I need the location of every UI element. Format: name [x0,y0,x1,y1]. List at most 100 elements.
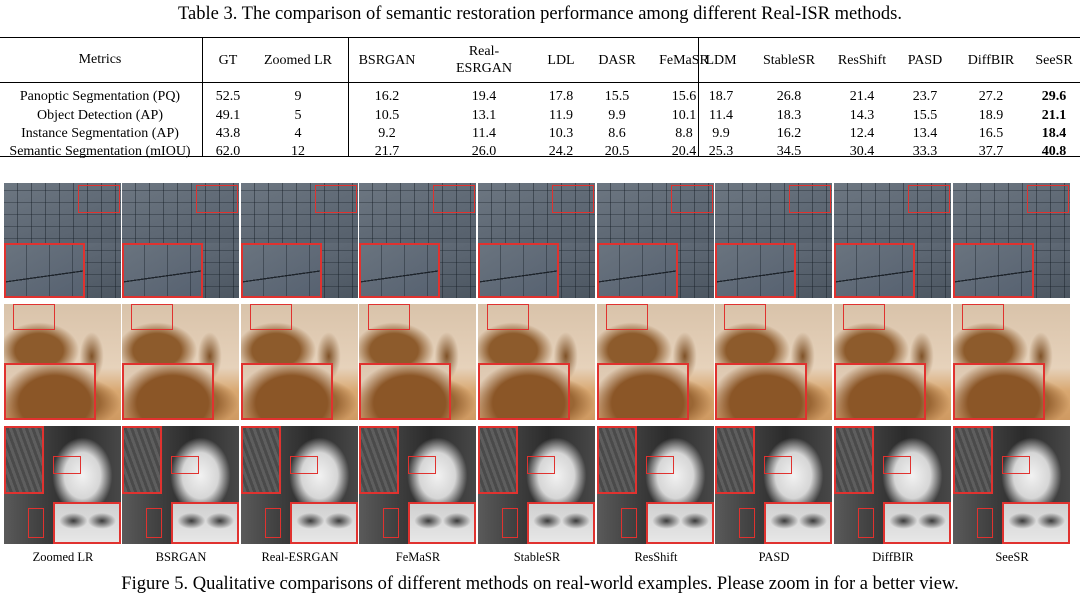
zoom-highlight-box [834,363,926,420]
table-cell: 4 [294,126,302,141]
table-cell: 12 [291,144,305,159]
table-cell: 21.7 [374,144,400,159]
zoom-highlight-box [646,502,714,544]
table-cell: 27.2 [978,89,1004,104]
table-cell: 52.5 [215,89,241,104]
bark-zoom-inset [478,426,518,494]
facade-zoom-region [122,243,239,298]
zoom-highlight-box [1002,456,1030,474]
table-cell: 9.2 [378,126,396,141]
facade-zoom-region [597,243,714,298]
table-cell: 16.2 [776,126,802,141]
zoom-highlight-box [265,508,281,538]
zoom-highlight-box [359,243,440,298]
camel-sample [834,304,951,420]
camel-sample [715,304,832,420]
zoom-highlight-box [4,243,85,298]
zoom-highlight-box [597,363,689,420]
facade-zoom-region [4,243,121,298]
table-header-cell: DASR [598,53,636,68]
table-header-cell: ResShift [837,53,887,68]
table-header-cell: GT [218,53,238,68]
zoom-highlight-box [724,304,766,330]
face-zoom-inset [290,502,358,544]
zoom-highlight-box [953,426,993,494]
camel-zoom-inset [715,363,807,420]
zoom-highlight-box [671,185,713,213]
camel-zoom-inset [4,363,96,420]
table-cell: 10.1 [671,108,697,123]
method-label: BSRGAN [155,550,207,564]
table-cell: 20.4 [671,144,697,159]
facade-zoom-region [478,243,595,298]
table-header-metrics: Metrics [78,52,122,67]
table-cell: 15.6 [671,89,697,104]
zoom-highlight-box [953,363,1045,420]
table-header-cell: Zoomed LR [263,53,333,68]
zoom-highlight-box [13,304,55,330]
zoom-highlight-box [53,502,121,544]
table-cell: 19.4 [471,89,497,104]
zoom-highlight-box [368,304,410,330]
table-header-cell: Real- ESRGAN [455,44,512,76]
facade-zoom-inset [478,243,558,298]
zoom-highlight-box [408,502,476,544]
zoom-highlight-box [241,363,333,420]
table-cell: 18.9 [978,108,1004,123]
method-label: PASD [758,550,790,564]
table-cell: 10.5 [374,108,400,123]
table-cell: 21.1 [1041,108,1067,123]
bark-zoom-inset [359,426,399,494]
zoom-highlight-box [597,426,637,494]
table-row-metric: Panoptic Segmentation (PQ) [19,89,181,104]
facade-zoom-inset [241,243,321,298]
portrait-sample [122,426,239,544]
facade-zoom-inset [4,243,84,298]
table-cell: 40.8 [1041,144,1067,159]
table-header-cell: StableSR [762,53,816,68]
camel-zoom-inset [834,363,926,420]
zoom-highlight-box [715,363,807,420]
zoom-highlight-box [122,243,203,298]
camel-sample [359,304,476,420]
table-cell: 9.9 [712,126,730,141]
zoom-highlight-box [433,185,475,213]
table-cell: 15.5 [912,108,938,123]
table-cell: 11.9 [549,108,573,123]
face-zoom-inset [408,502,476,544]
table-cell: 18.4 [1041,126,1067,141]
face-zoom-inset [646,502,714,544]
zoom-highlight-box [122,426,162,494]
camel-zoom-inset [597,363,689,420]
table-row-metric: Object Detection (AP) [37,108,163,123]
zoom-highlight-box [621,508,637,538]
table-cell: 13.1 [471,108,497,123]
zoom-highlight-box [715,426,755,494]
table-cell: 9.9 [608,108,626,123]
method-label: ResShift [634,550,678,564]
table-cell: 9 [294,89,302,104]
zoom-highlight-box [146,508,162,538]
table-cell: 11.4 [472,126,496,141]
zoom-highlight-box [597,243,678,298]
zoom-highlight-box [764,456,792,474]
camel-zoom-inset [122,363,214,420]
zoom-highlight-box [953,243,1034,298]
bark-zoom-inset [241,426,281,494]
zoom-highlight-box [478,363,570,420]
camel-sample [122,304,239,420]
camel-sample [241,304,358,420]
zoom-highlight-box [977,508,993,538]
table-column-divider [202,37,203,156]
table-cell: 11.4 [709,108,733,123]
portrait-sample [834,426,951,544]
table-bottom-rule [0,156,1080,158]
facade-zoom-region [241,243,358,298]
face-zoom-inset [883,502,951,544]
zoom-highlight-box [502,508,518,538]
zoom-highlight-box [1002,502,1070,544]
table-cell: 33.3 [912,144,938,159]
method-label: DiffBIR [872,550,914,564]
table-cell: 10.3 [548,126,574,141]
table-cell: 12.4 [849,126,875,141]
